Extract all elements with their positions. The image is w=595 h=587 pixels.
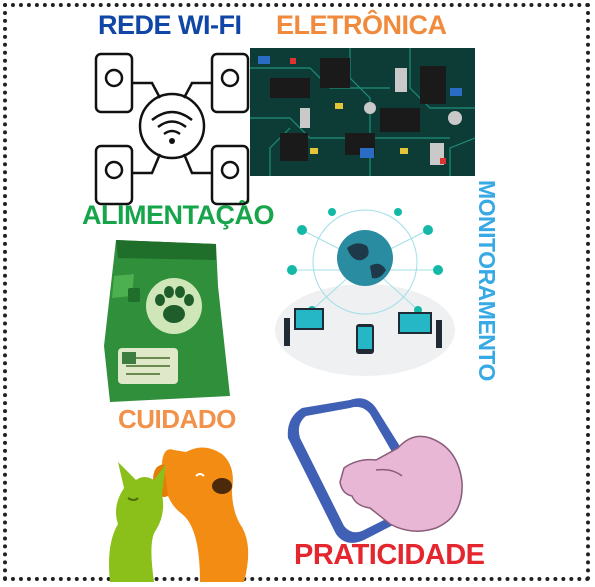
electronics-title: ELETRÔNICA (276, 10, 447, 40)
dog-and-cat-illustration (109, 447, 249, 582)
hand-holding-phone-illustration (287, 398, 463, 543)
care-title: CUIDADO (118, 404, 236, 434)
wifi-title: REDE WI-FI (98, 10, 242, 40)
practicality-title: PRATICIDADE (294, 539, 485, 571)
monitoring-title-wrap: MONITORAMENTO (468, 180, 508, 420)
dotted-border (3, 3, 590, 581)
circuit-board-image (250, 48, 475, 176)
monitoring-network-illustration (275, 208, 455, 376)
monitoring-title: MONITORAMENTO (474, 180, 500, 381)
pet-food-bag-illustration (104, 240, 230, 402)
wifi-network-icon (94, 52, 250, 206)
